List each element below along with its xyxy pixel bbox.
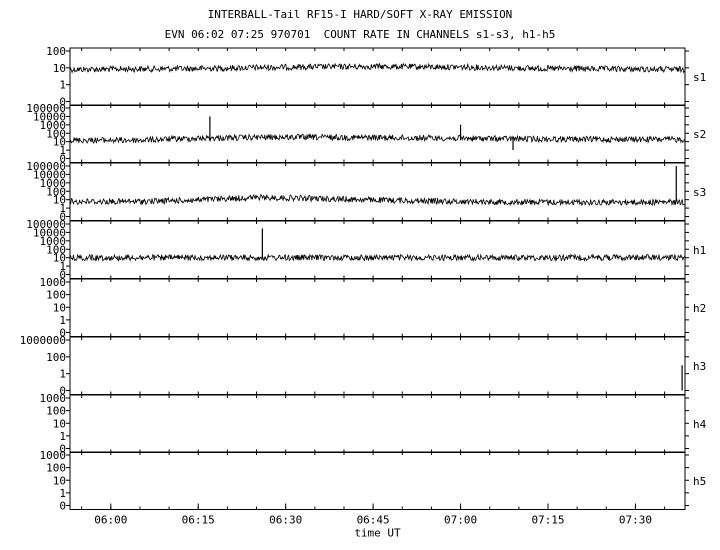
y-tick-label-h5: 0 bbox=[59, 500, 66, 513]
x-tick-label: 06:45 bbox=[357, 514, 390, 527]
channel-label-s3: s3 bbox=[693, 186, 706, 199]
x-tick-label: 07:00 bbox=[444, 514, 477, 527]
y-tick-label-h2: 1000 bbox=[40, 276, 67, 289]
channel-label-h3: h3 bbox=[693, 360, 706, 373]
y-tick-label-s3: 10000 bbox=[33, 168, 66, 181]
x-axis-label: time UT bbox=[354, 527, 401, 540]
chart-title: INTERBALL-Tail RF15-I HARD/SOFT X-RAY EM… bbox=[207, 8, 513, 21]
chart-subtitle: EVN 06:02 07:25 970701 COUNT RATE IN CHA… bbox=[164, 28, 556, 41]
channel-label-h1: h1 bbox=[693, 244, 706, 257]
y-tick-label-h5: 1 bbox=[59, 487, 66, 500]
y-tick-label-s3: 1000 bbox=[40, 177, 67, 190]
x-tick-label: 07:30 bbox=[619, 514, 652, 527]
y-tick-label-h4: 100 bbox=[46, 405, 66, 418]
panel-frame-s2 bbox=[69, 104, 686, 163]
y-tick-label-h3: 1 bbox=[59, 368, 66, 381]
y-tick-label-h4: 1000 bbox=[40, 392, 67, 405]
y-tick-label-s1: 100 bbox=[46, 45, 66, 58]
y-tick-label-h1: 1 bbox=[59, 260, 66, 273]
y-tick-label-s3: 0 bbox=[59, 211, 66, 224]
y-tick-label-h5: 10 bbox=[53, 474, 66, 487]
panel-frame-h1 bbox=[69, 220, 686, 279]
y-tick-label-s3: 10 bbox=[53, 194, 66, 207]
y-tick-label-s1: 0 bbox=[59, 96, 66, 109]
y-tick-label-s3: 100000 bbox=[26, 160, 66, 173]
y-tick-label-h5: 1000 bbox=[40, 449, 67, 462]
channel-label-h4: h4 bbox=[693, 418, 707, 431]
series-line-s1 bbox=[69, 62, 686, 74]
y-tick-label-h3: 0 bbox=[59, 385, 66, 398]
y-tick-label-h4: 0 bbox=[59, 443, 66, 456]
y-tick-label-h1: 100000 bbox=[26, 218, 66, 231]
y-tick-label-h3: 100 bbox=[46, 351, 66, 364]
y-tick-label-h1: 1000 bbox=[40, 235, 67, 248]
y-tick-label-h1: 10 bbox=[53, 252, 66, 265]
panel-frame-h3 bbox=[69, 336, 686, 395]
y-tick-label-s2: 10000 bbox=[33, 110, 66, 123]
x-tick-label: 06:15 bbox=[182, 514, 215, 527]
y-tick-label-h3: 1000000 bbox=[20, 334, 66, 347]
channel-label-s1: s1 bbox=[693, 71, 706, 84]
y-tick-label-h1: 10000 bbox=[33, 226, 66, 239]
y-tick-label-h1: 0 bbox=[59, 269, 66, 282]
y-tick-label-h4: 10 bbox=[53, 417, 66, 430]
y-tick-label-h4: 1 bbox=[59, 430, 66, 443]
panel-frame-h2 bbox=[69, 278, 686, 337]
channel-label-s2: s2 bbox=[693, 128, 706, 141]
x-tick-label: 06:30 bbox=[269, 514, 302, 527]
y-tick-label-h2: 0 bbox=[59, 327, 66, 340]
series-line-s3 bbox=[69, 194, 686, 207]
y-tick-label-s2: 10 bbox=[53, 136, 66, 149]
y-tick-label-s2: 1 bbox=[59, 144, 66, 157]
panel-frame-s1 bbox=[69, 47, 686, 106]
y-tick-label-s2: 100000 bbox=[26, 102, 66, 115]
panel-frame-h5 bbox=[69, 451, 686, 510]
y-tick-label-h2: 1 bbox=[59, 314, 66, 327]
x-tick-label: 06:00 bbox=[94, 514, 127, 527]
y-tick-label-s2: 0 bbox=[59, 153, 66, 166]
y-tick-label-h2: 10 bbox=[53, 301, 66, 314]
panel-frame-s3 bbox=[69, 162, 686, 221]
y-tick-label-s2: 100 bbox=[46, 127, 66, 140]
y-tick-label-h1: 100 bbox=[46, 243, 66, 256]
series-line-h1 bbox=[69, 253, 686, 263]
y-tick-label-h2: 100 bbox=[46, 289, 66, 302]
series-line-s2 bbox=[69, 133, 686, 145]
y-tick-label-s3: 1 bbox=[59, 202, 66, 215]
x-tick-label: 07:15 bbox=[531, 514, 564, 527]
channel-label-h5: h5 bbox=[693, 475, 706, 488]
y-tick-label-s1: 10 bbox=[53, 62, 66, 75]
y-tick-label-s1: 1 bbox=[59, 79, 66, 92]
y-tick-label-h5: 100 bbox=[46, 462, 66, 475]
y-tick-label-s2: 1000 bbox=[40, 119, 67, 132]
panel-frame-h4 bbox=[69, 394, 686, 453]
y-tick-label-s3: 100 bbox=[46, 185, 66, 198]
channel-label-h2: h2 bbox=[693, 302, 706, 315]
